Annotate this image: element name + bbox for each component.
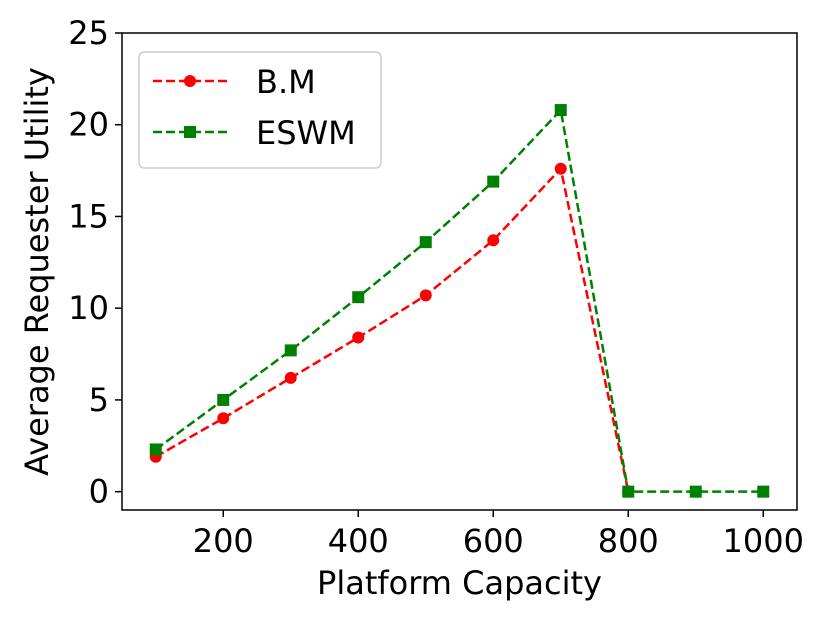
data-point	[217, 393, 230, 406]
data-point	[622, 485, 635, 498]
y-tick-label: 20	[68, 106, 109, 144]
y-tick-label: 25	[68, 14, 109, 52]
legend-entry-bm: B.M	[153, 63, 316, 101]
data-point	[689, 485, 702, 498]
plot-frame	[121, 32, 798, 511]
data-point	[352, 291, 365, 304]
x-axis-label: Platform Capacity	[317, 564, 602, 602]
y-tick-label: 5	[89, 381, 109, 419]
data-point	[284, 344, 297, 357]
data-point	[487, 234, 500, 247]
legend-label-eswm: ESWM	[256, 114, 356, 152]
legend: B.M ESWM	[138, 51, 382, 169]
data-point	[149, 443, 162, 456]
y-tick-label: 0	[89, 473, 109, 511]
series-line	[155, 107, 764, 493]
legend-entry-eswm: ESWM	[153, 114, 356, 152]
series-line	[155, 166, 630, 492]
series-layer	[149, 104, 770, 498]
series-eswm	[149, 104, 770, 498]
data-point	[757, 485, 770, 498]
data-point	[487, 175, 500, 188]
legend-label-bm: B.M	[256, 63, 316, 101]
series-bm	[149, 162, 635, 498]
data-point	[554, 104, 567, 117]
y-axis-label: Average Requester Utility	[18, 67, 56, 476]
x-tick-label: 200	[193, 522, 254, 560]
y-axis-ticks: 0 5 10 15 20 25	[68, 14, 122, 511]
legend-marker	[184, 75, 196, 87]
data-point	[554, 162, 567, 175]
data-point	[419, 289, 432, 302]
legend-marker	[184, 126, 196, 138]
x-tick-label: 800	[598, 522, 659, 560]
x-tick-label: 400	[328, 522, 389, 560]
data-point	[352, 331, 365, 344]
x-tick-label: 600	[463, 522, 524, 560]
x-axis-ticks: 200 400 600 800 1000	[193, 510, 804, 560]
data-point	[284, 371, 297, 384]
y-tick-label: 10	[68, 289, 109, 327]
y-tick-label: 15	[68, 197, 109, 235]
data-point	[419, 236, 432, 249]
data-point	[217, 412, 230, 425]
x-tick-label: 1000	[723, 522, 804, 560]
